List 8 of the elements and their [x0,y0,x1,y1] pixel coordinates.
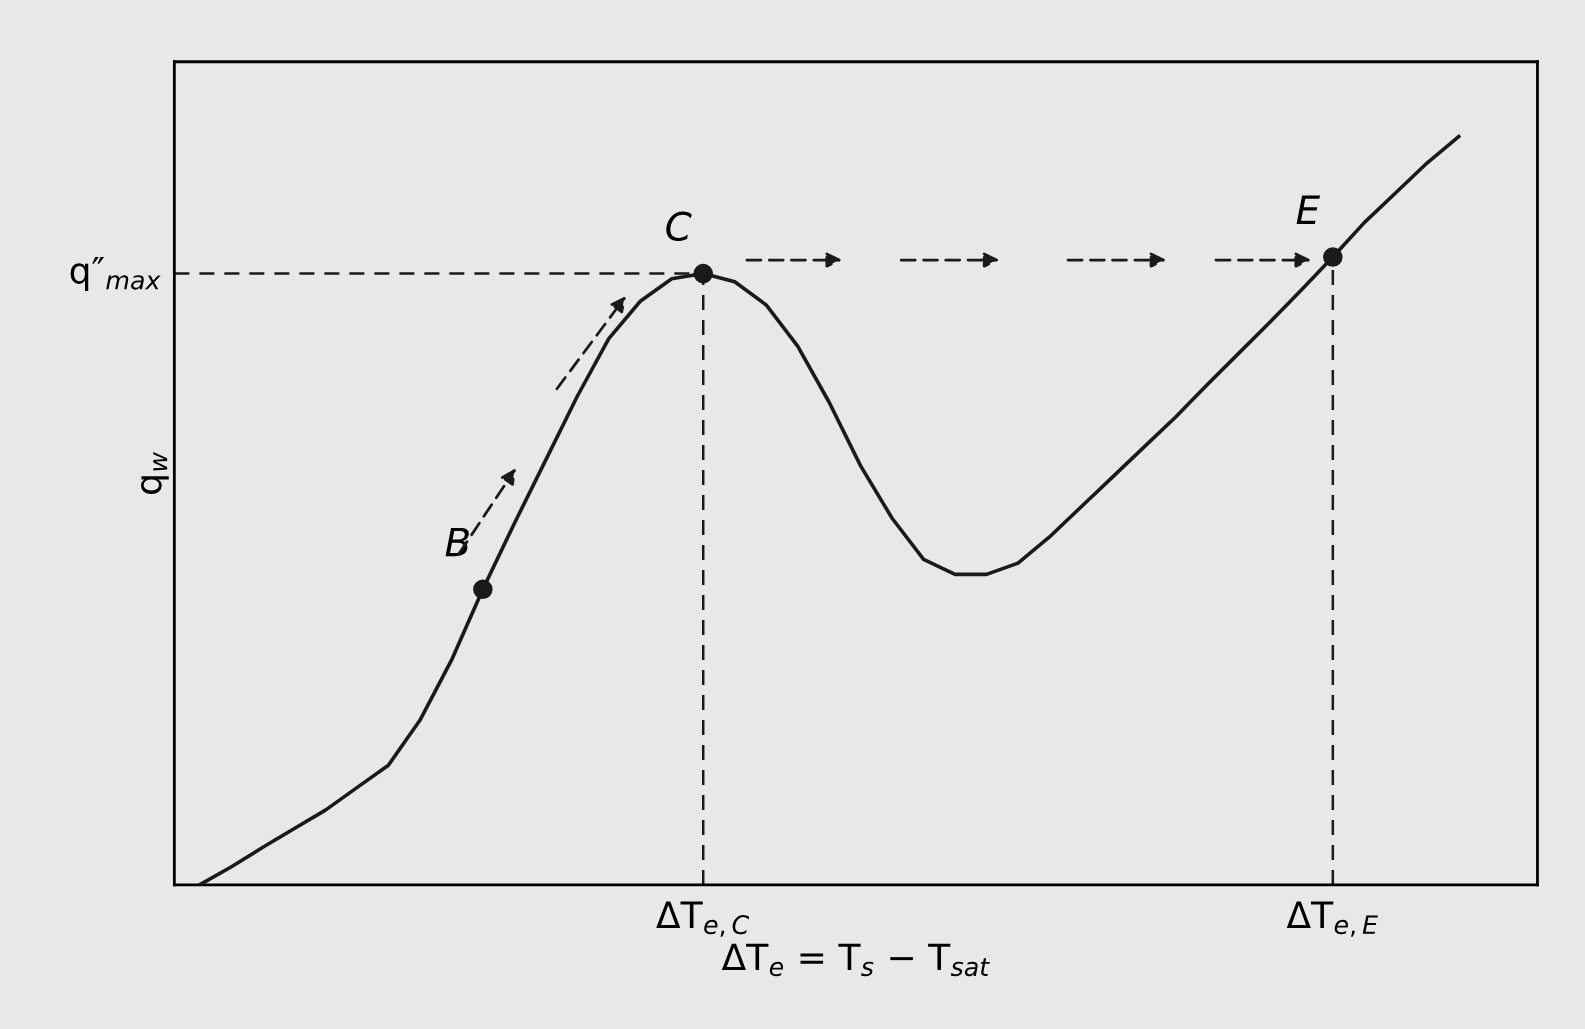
x-axis-title: ΔT$_{e}$ = T$_{s}$ − T$_{sat}$ [721,943,990,977]
x-tick-label: ΔT$_{e,E}$ [1286,901,1378,937]
annotation: B [445,527,469,557]
y-axis-title: q$_{w}$ [140,451,169,494]
ref-line-label: q″$_{max}$ [70,257,161,291]
annotation: C [666,211,692,241]
x-tick-label: ΔT$_{e,C}$ [656,901,750,937]
annotation: E [1296,195,1321,224]
